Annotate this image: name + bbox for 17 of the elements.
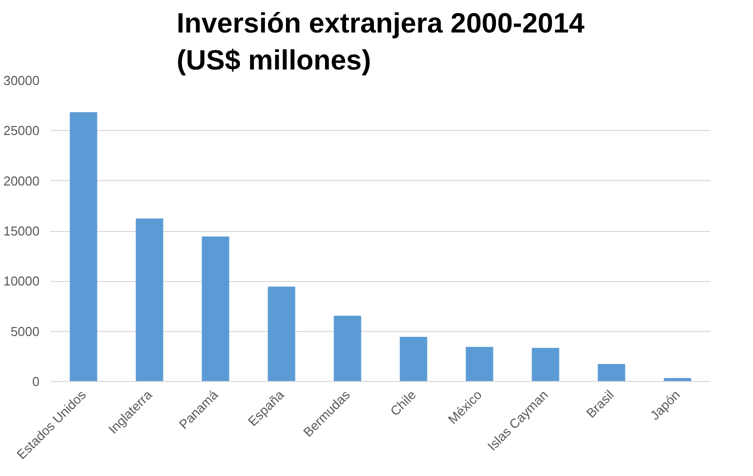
bar — [598, 364, 626, 382]
bar — [466, 346, 494, 382]
y-tick-label: 5000 — [10, 324, 40, 339]
y-tick-label: 15000 — [3, 224, 40, 238]
bar — [400, 336, 428, 382]
bar — [202, 236, 230, 382]
bar — [268, 286, 296, 382]
y-tick-label: 20000 — [3, 173, 40, 188]
y-tick-label: 0 — [32, 374, 40, 389]
y-tick-label: 10000 — [3, 274, 40, 289]
bar — [70, 112, 98, 382]
bar — [334, 316, 362, 382]
y-tick-label: 25000 — [3, 123, 40, 138]
bar — [532, 348, 560, 382]
bar — [136, 218, 164, 382]
y-tick-label: 30000 — [3, 73, 40, 88]
chart-title: Inversión extranjera 2000-2014 (US$ millones) — [176, 7, 585, 76]
